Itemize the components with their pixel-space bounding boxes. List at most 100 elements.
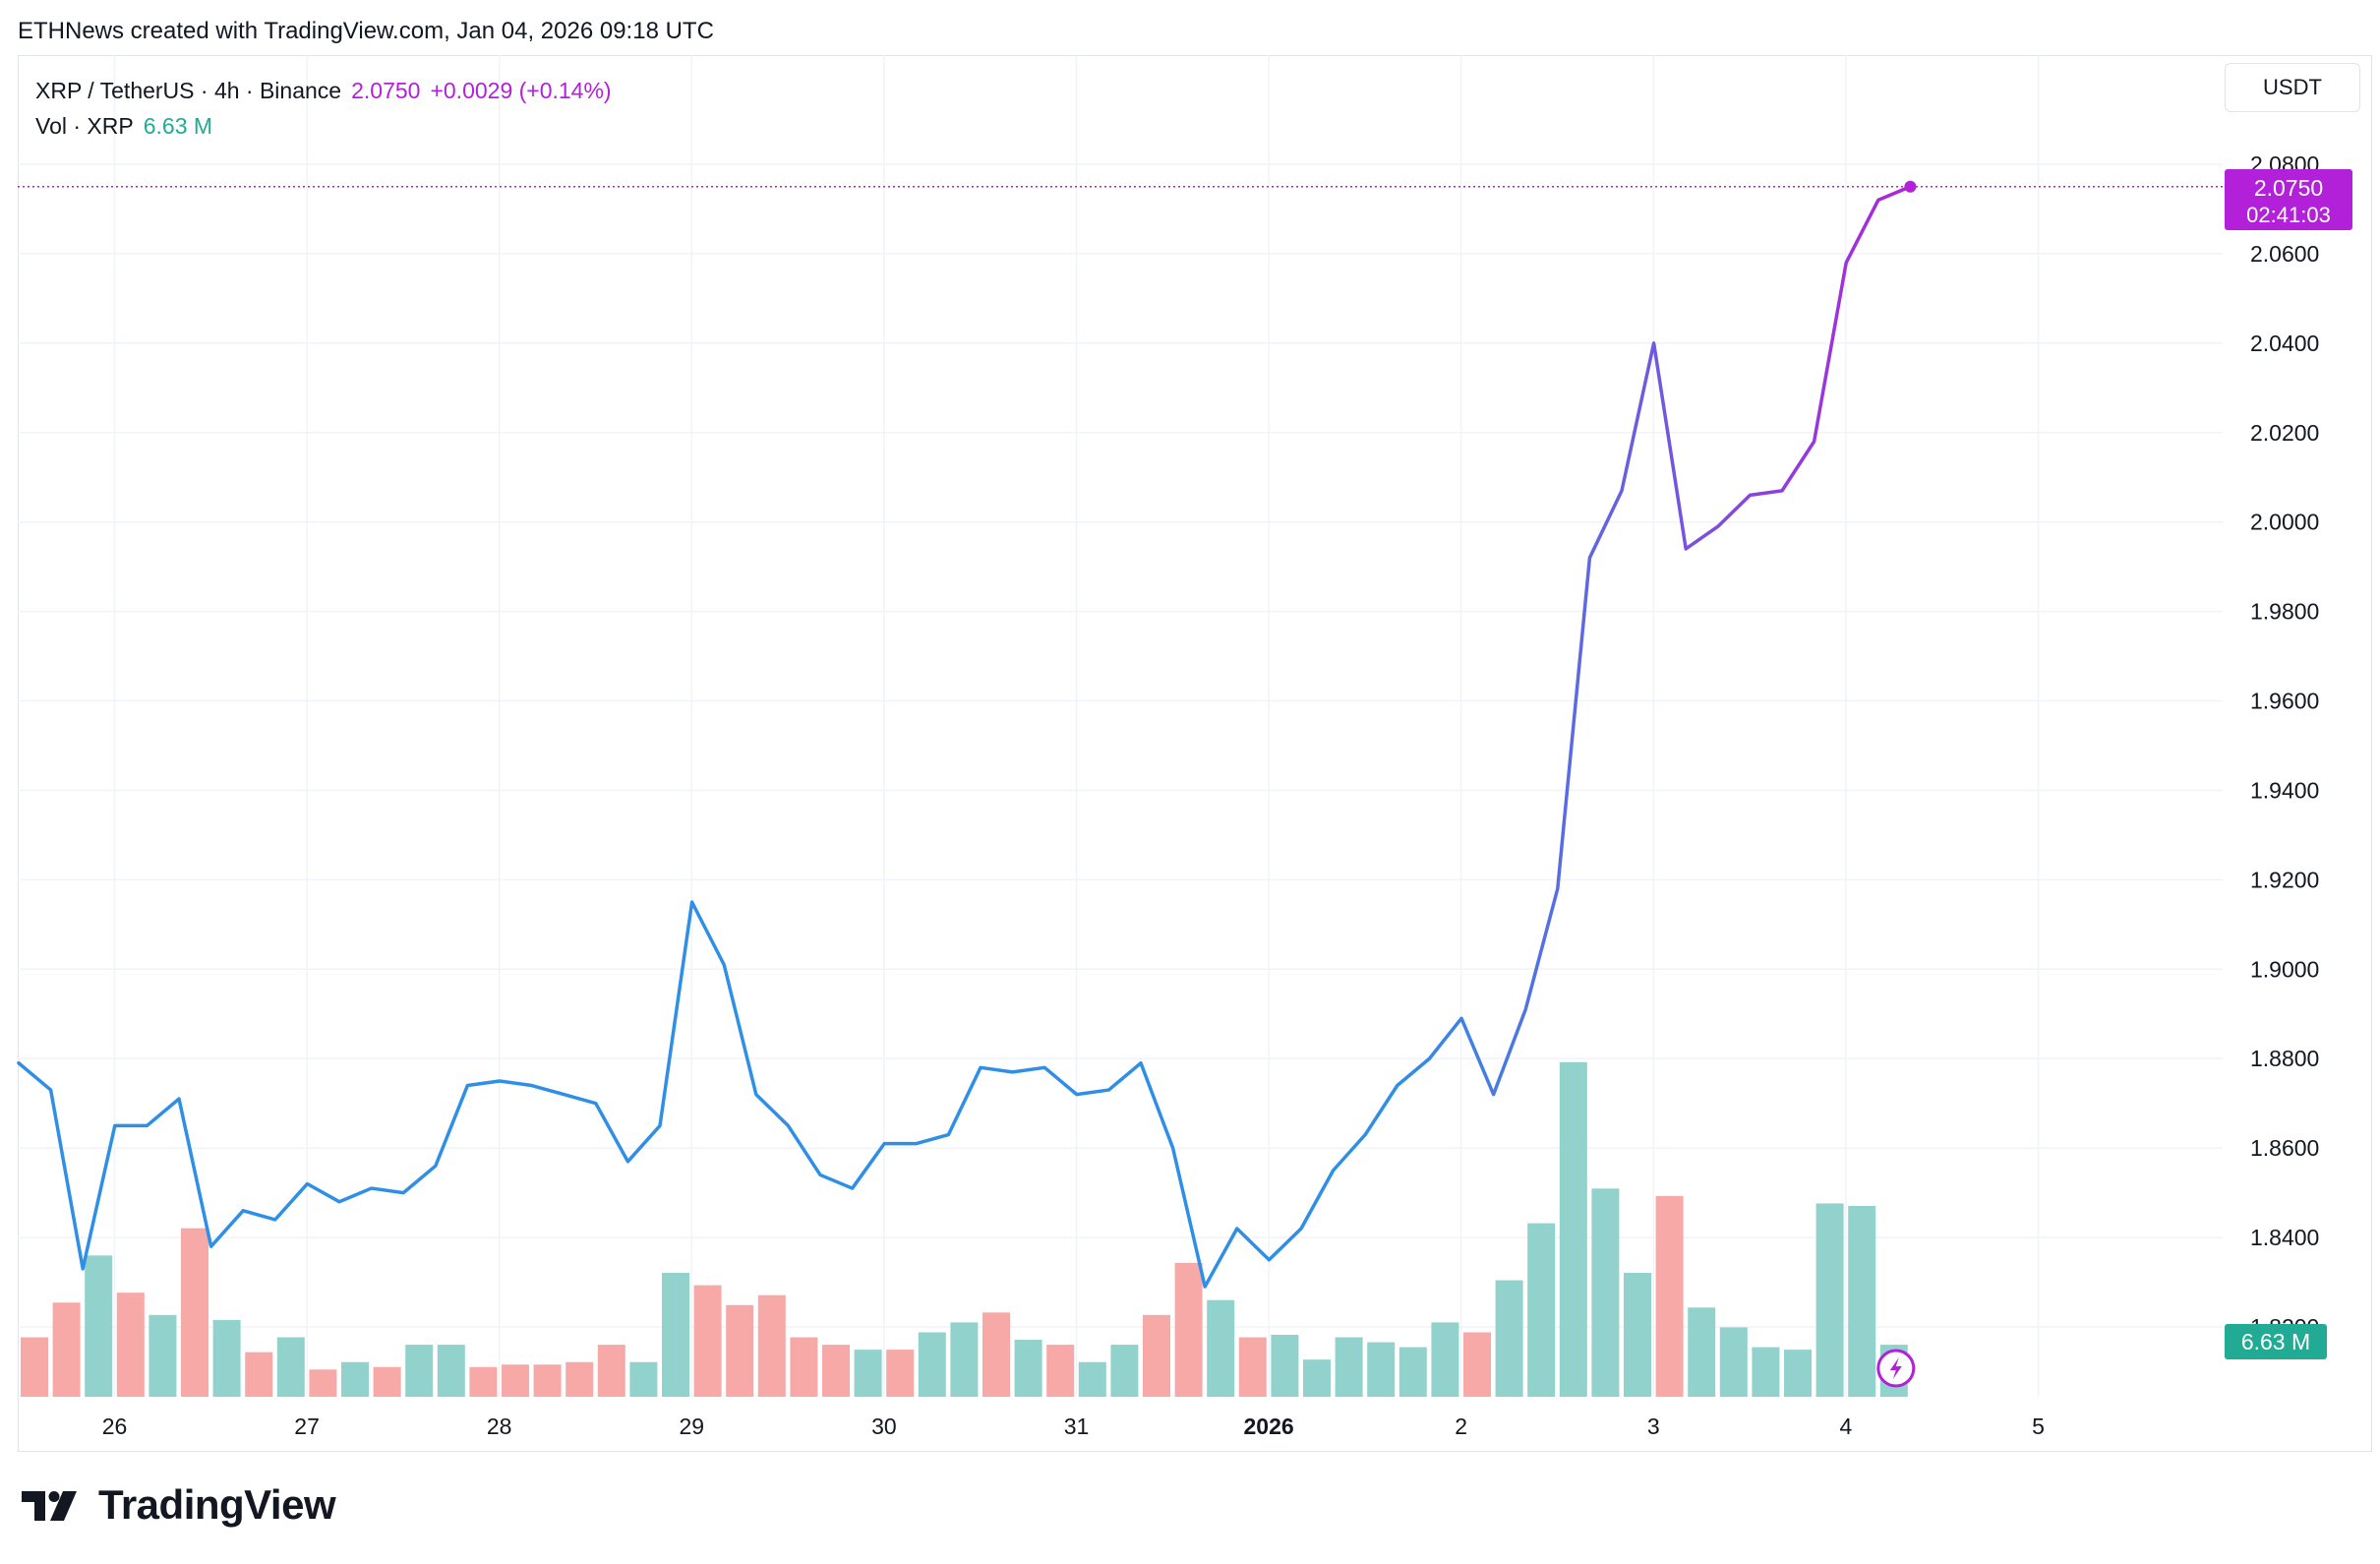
price-series-line <box>17 184 1913 1289</box>
price-tick-label: 2.0400 <box>2250 331 2319 356</box>
price-tick-label: 2.0200 <box>2250 420 2319 446</box>
volume-bar <box>1624 1273 1651 1397</box>
volume-bar <box>1559 1061 1587 1397</box>
time-tick-label: 2 <box>1455 1414 1467 1439</box>
countdown-label: 02:41:03 <box>2246 203 2331 227</box>
time-tick-label: 27 <box>294 1414 320 1439</box>
price-tick-label: 1.8600 <box>2250 1135 2319 1161</box>
volume-bar <box>245 1352 273 1397</box>
volume-bar <box>149 1314 177 1397</box>
volume-bar <box>1238 1337 1267 1397</box>
volume-label[interactable]: Vol · XRP <box>35 113 134 139</box>
volume-bar <box>309 1369 337 1397</box>
lightning-icon[interactable] <box>1876 1349 1916 1388</box>
legend-change: +0.0029 (+0.14%) <box>430 78 612 103</box>
last-price-dot <box>1904 180 1917 193</box>
last-price-label: 2.0750 <box>2254 175 2323 201</box>
volume-bar <box>181 1228 208 1397</box>
last-volume-label: 6.63 M <box>2241 1329 2310 1354</box>
volume-bar <box>437 1345 465 1397</box>
time-tick-label: 29 <box>680 1414 705 1439</box>
volume-bar <box>1271 1335 1299 1397</box>
price-axis: 2.08002.06002.04002.02002.00001.98001.96… <box>2250 151 2319 1340</box>
time-tick-label: 5 <box>2032 1414 2045 1439</box>
price-tick-label: 1.9800 <box>2250 599 2319 625</box>
volume-bar <box>629 1361 658 1397</box>
volume-bar <box>1655 1195 1684 1397</box>
currency-button[interactable]: USDT <box>2225 63 2360 112</box>
volume-bar <box>822 1345 850 1397</box>
volume-bar <box>1815 1203 1844 1397</box>
volume-bar <box>1110 1345 1139 1397</box>
time-tick-label: 30 <box>871 1414 897 1439</box>
time-tick-label: 4 <box>1840 1414 1853 1439</box>
time-axis: 26 27 28 29 30 31 2026 2 3 4 5 <box>102 1414 2045 1439</box>
time-tick-label: 2026 <box>1244 1414 1294 1439</box>
tradingview-brand: TradingView <box>98 1481 336 1528</box>
volume-bar <box>21 1337 48 1397</box>
time-tick-label: 31 <box>1064 1414 1090 1439</box>
volume-value: 6.63 M <box>143 113 213 139</box>
volume-bar <box>1431 1322 1459 1397</box>
chart-grid <box>18 55 2223 1397</box>
chart-legend: XRP / TetherUS · 4h · Binance 2.0750 +0.00… <box>35 73 612 144</box>
volume-bar <box>469 1366 498 1397</box>
last-price-box <box>2225 169 2352 230</box>
time-tick-label: 3 <box>1647 1414 1660 1439</box>
volume-bar <box>757 1294 786 1397</box>
volume-bar <box>373 1366 401 1397</box>
volume-bar <box>212 1319 241 1397</box>
volume-bar <box>116 1293 145 1397</box>
legend-price: 2.0750 <box>351 78 421 103</box>
symbol-label[interactable]: XRP / TetherUS · 4h · Binance <box>35 78 342 103</box>
volume-bar <box>950 1322 979 1397</box>
volume-bar <box>662 1273 689 1397</box>
volume-bar <box>1207 1299 1235 1397</box>
price-tick-label: 1.9400 <box>2250 777 2319 803</box>
tradingview-logo-icon <box>22 1491 77 1521</box>
volume-bar <box>982 1312 1010 1397</box>
volume-bar <box>1784 1350 1812 1397</box>
last-volume-box <box>2225 1324 2327 1359</box>
volume-bar <box>1848 1205 1876 1397</box>
price-line <box>17 184 1913 1289</box>
price-tick-label: 1.8800 <box>2250 1046 2319 1071</box>
volume-bar <box>726 1304 754 1397</box>
volume-bar <box>565 1361 594 1397</box>
price-tick-label: 1.9000 <box>2250 956 2319 982</box>
volume-bar <box>1046 1345 1075 1397</box>
price-tick-label: 1.9600 <box>2250 689 2319 714</box>
price-tick-label: 2.0000 <box>2250 510 2319 535</box>
volume-bar <box>52 1302 81 1397</box>
volume-bar <box>1335 1337 1363 1397</box>
time-tick-label: 28 <box>487 1414 512 1439</box>
volume-bar <box>1591 1188 1620 1397</box>
chart-credit: ETHNews created with TradingView.com, Ja… <box>18 18 714 44</box>
price-tick-label: 1.8400 <box>2250 1225 2319 1250</box>
volume-bar <box>1014 1340 1042 1397</box>
volume-bar <box>886 1350 915 1397</box>
volume-bar <box>1463 1332 1491 1397</box>
price-tick-label: 2.0600 <box>2250 241 2319 267</box>
volume-bar <box>854 1350 882 1397</box>
volume-bar <box>1143 1314 1170 1397</box>
volume-bar <box>1367 1342 1396 1397</box>
volume-bar <box>693 1285 722 1397</box>
volume-bar <box>918 1332 946 1397</box>
volume-bar <box>597 1345 625 1397</box>
volume-bar <box>1174 1262 1203 1397</box>
volume-bar <box>1398 1347 1427 1397</box>
volume-bar <box>1719 1327 1748 1397</box>
tradingview-logo[interactable]: TradingView <box>22 1480 336 1530</box>
time-tick-label: 26 <box>102 1414 128 1439</box>
lightning-icon-bolt <box>1889 1357 1902 1379</box>
chart-frame <box>18 55 2372 1452</box>
volume-bar <box>1303 1359 1331 1397</box>
volume-bars <box>21 1061 1908 1397</box>
volume-bar <box>533 1364 562 1397</box>
price-tick-label: 1.9200 <box>2250 867 2319 892</box>
volume-bar <box>1752 1347 1780 1397</box>
volume-bar <box>502 1364 529 1397</box>
